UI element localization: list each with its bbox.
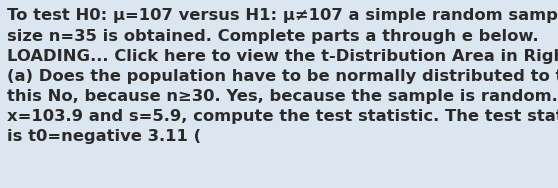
Text: To test H0: μ=107 versus H1: μ≠107 a simple random sample of
size n=35 is obtain: To test H0: μ=107 versus H1: μ≠107 a sim… [7,8,558,144]
